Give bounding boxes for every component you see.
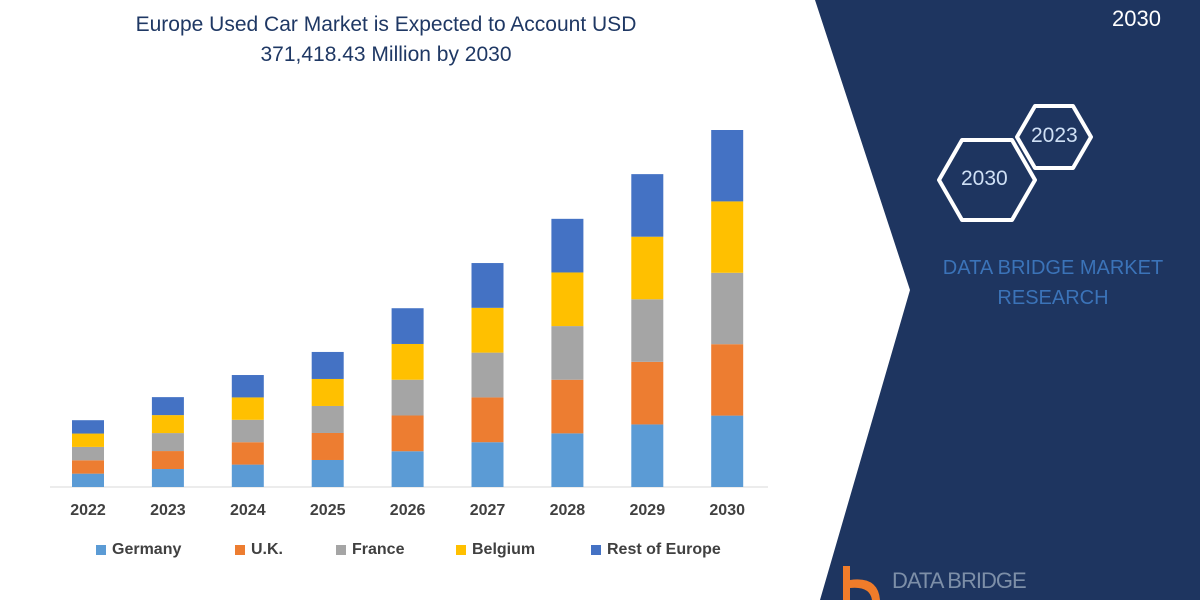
- bar-2026-germany: [391, 451, 424, 487]
- bar-2023-u-k-: [151, 451, 184, 470]
- bar-2027-france: [471, 352, 504, 398]
- bar-2029-germany: [631, 424, 664, 487]
- bar-2022-belgium: [72, 433, 104, 447]
- chart-title-line-2: 371,418.43 Million by 2030: [260, 43, 512, 66]
- bar-2029-france: [631, 299, 664, 362]
- logo-icon: [843, 566, 880, 600]
- chart-title-line-1: Europe Used Car Market is Expected to Ac…: [135, 13, 637, 36]
- x-tick-label: 2025: [309, 502, 346, 519]
- bar-2025-belgium: [311, 378, 344, 406]
- bar-2022-rest-of-europe: [72, 420, 104, 434]
- bar-2029-u-k-: [631, 361, 664, 425]
- bar-2024-france: [231, 419, 264, 443]
- brand-line-2: RESEARCH: [997, 287, 1109, 309]
- x-tick-label: 2030: [709, 502, 745, 519]
- hexagon-2023: [1015, 104, 1093, 170]
- legend-item: Rest of Europe: [591, 541, 721, 559]
- x-tick-label: 2024: [230, 502, 266, 519]
- bar-2028-belgium: [551, 272, 584, 327]
- bar-2025-u-k-: [311, 432, 344, 460]
- legend-label: Rest of Europe: [607, 541, 721, 558]
- bar-2026-u-k-: [391, 415, 424, 452]
- bar-2029-belgium: [631, 236, 664, 300]
- logo-text: DATA BRIDGE: [892, 568, 1027, 593]
- bar-2024-u-k-: [231, 442, 264, 465]
- bar-2023-france: [151, 433, 184, 452]
- x-tick-label: 2022: [70, 502, 106, 519]
- bar-2025-rest-of-europe: [311, 351, 344, 379]
- bar-2030-u-k-: [711, 344, 744, 416]
- right-panel: [815, 0, 1200, 600]
- legend-item: U.K.: [235, 541, 283, 559]
- legend-swatch: [456, 545, 466, 555]
- legend-label: U.K.: [251, 541, 283, 558]
- bar-2024-belgium: [231, 397, 264, 420]
- bar-2025-germany: [311, 459, 344, 487]
- bar-2030-germany: [711, 415, 744, 487]
- bar-2029-rest-of-europe: [631, 174, 664, 237]
- bar-2027-rest-of-europe: [471, 263, 504, 308]
- bar-2027-belgium: [471, 307, 504, 353]
- hex-label-2030: 2030: [961, 167, 1008, 190]
- panel-year: 2030: [1112, 6, 1161, 31]
- legend-item: France: [336, 541, 404, 559]
- bar-2030-france: [711, 272, 744, 345]
- legend-label: Belgium: [472, 541, 536, 558]
- bar-2027-u-k-: [471, 397, 504, 443]
- legend-swatch: [235, 545, 245, 555]
- x-tick-label: 2026: [389, 502, 426, 519]
- bars: [72, 130, 744, 487]
- x-tick-label: 2028: [549, 502, 586, 519]
- bar-2028-u-k-: [551, 379, 584, 434]
- bar-2025-france: [311, 405, 344, 433]
- bar-2028-rest-of-europe: [551, 218, 584, 273]
- bar-2023-rest-of-europe: [151, 397, 184, 416]
- x-tick-label: 2023: [150, 502, 186, 519]
- legend-item: Belgium: [456, 541, 535, 559]
- hex-label-2023: 2023: [1031, 124, 1078, 147]
- bar-2026-rest-of-europe: [391, 308, 424, 344]
- legend-item: Germany: [96, 541, 181, 559]
- legend-label: Germany: [112, 541, 182, 558]
- bar-2023-germany: [151, 469, 184, 487]
- legend-swatch: [591, 545, 601, 555]
- bar-2026-france: [391, 379, 424, 416]
- x-tick-label: 2029: [629, 502, 666, 519]
- bar-2026-belgium: [391, 343, 424, 380]
- bar-2027-germany: [471, 442, 504, 487]
- bar-2022-germany: [72, 473, 104, 487]
- bar-2024-rest-of-europe: [231, 375, 264, 398]
- legend-swatch: [336, 545, 346, 555]
- brand-line-1: DATA BRIDGE MARKET: [942, 257, 1164, 279]
- legend-label: France: [352, 541, 405, 558]
- bar-2030-belgium: [711, 201, 744, 273]
- legend-swatch: [96, 545, 106, 555]
- bar-2028-france: [551, 326, 584, 380]
- hexagon-2030: [937, 138, 1037, 222]
- bar-2024-germany: [231, 464, 264, 487]
- x-tick-label: 2027: [469, 502, 506, 519]
- bar-2022-france: [72, 446, 104, 461]
- bar-2028-germany: [551, 433, 584, 487]
- bar-2023-belgium: [151, 415, 184, 434]
- bar-2022-u-k-: [72, 460, 104, 474]
- bar-2030-rest-of-europe: [711, 130, 744, 202]
